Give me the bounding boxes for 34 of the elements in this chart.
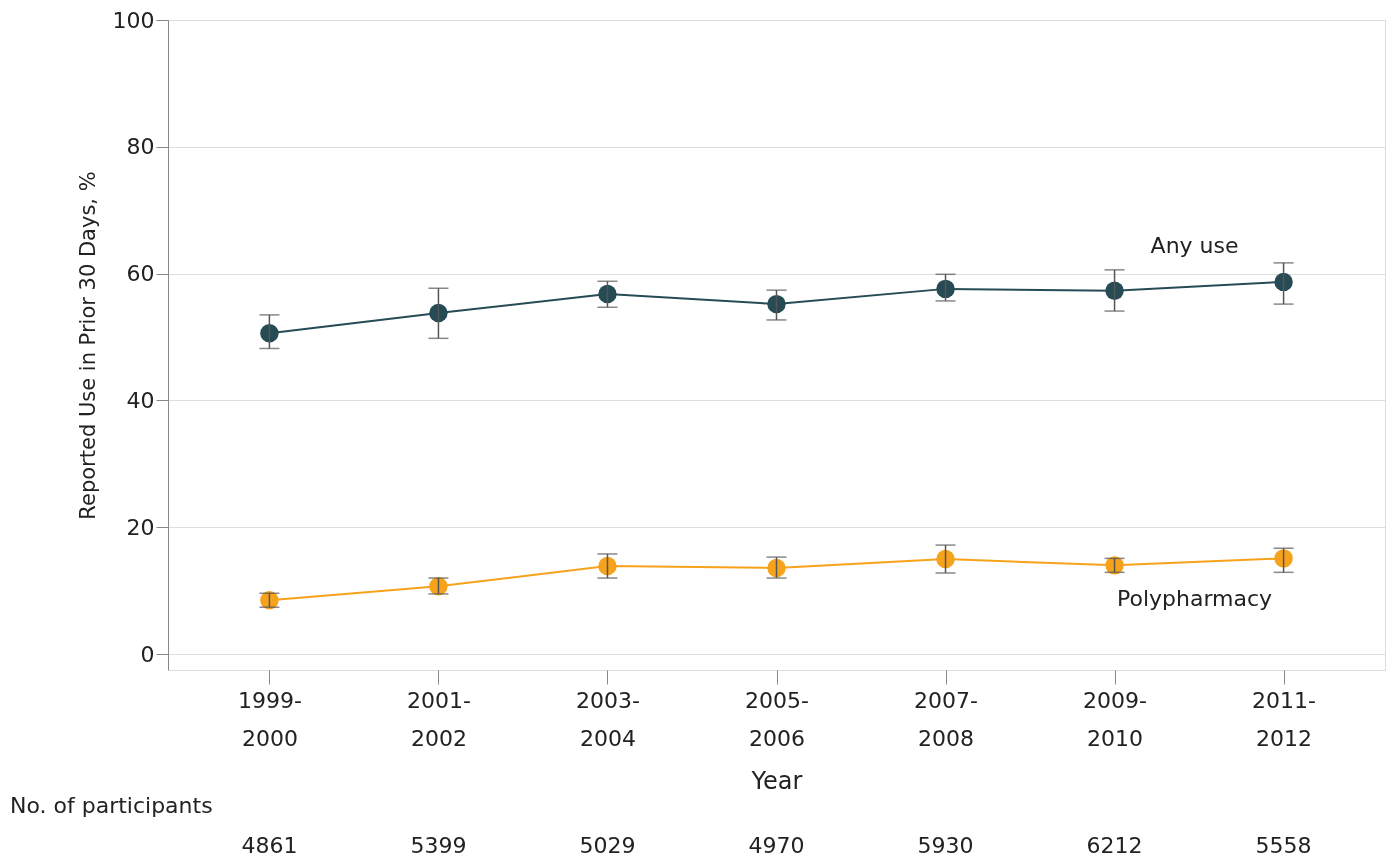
series-label: Polypharmacy <box>1116 586 1273 612</box>
y-tick-label: 20 <box>126 514 155 540</box>
text: 5558 <box>1255 833 1312 858</box>
text: No. of participants <box>10 793 213 818</box>
text: 4861 <box>241 833 298 858</box>
x-tick-label: 1999-2000 <box>237 687 302 751</box>
text: 5930 <box>917 833 974 858</box>
point <box>936 549 955 569</box>
x-axis-title: Year <box>750 766 803 795</box>
x-tick-label: 2011-2012 <box>1252 687 1317 751</box>
point <box>1105 281 1124 300</box>
point <box>598 284 617 304</box>
x-tick-label: 2005-2006 <box>745 687 809 751</box>
y-tick-label: 60 <box>126 261 155 287</box>
text: 5399 <box>410 833 467 858</box>
y-tick-label: 100 <box>112 7 155 33</box>
point <box>936 279 955 299</box>
series-label: Any use <box>1150 232 1239 258</box>
x-tick-label: 2003-2004 <box>576 687 640 751</box>
y-tick-label: 80 <box>126 134 155 160</box>
point <box>1274 272 1293 292</box>
point <box>767 294 786 314</box>
x-tick-label: 2001-2002 <box>406 687 471 751</box>
text: 4970 <box>748 833 805 858</box>
text: 5029 <box>579 833 636 858</box>
point <box>429 303 448 323</box>
point <box>260 324 279 343</box>
y-tick-label: 0 <box>140 641 155 667</box>
text: 6212 <box>1086 833 1143 858</box>
point <box>1274 549 1293 568</box>
x-tick-label: 2007-2008 <box>914 687 978 751</box>
y-tick-label: 40 <box>126 387 155 413</box>
y-axis-title: Reported Use in Prior 30 Days, % <box>75 171 100 520</box>
x-tick-label: 2009-2010 <box>1083 687 1148 751</box>
